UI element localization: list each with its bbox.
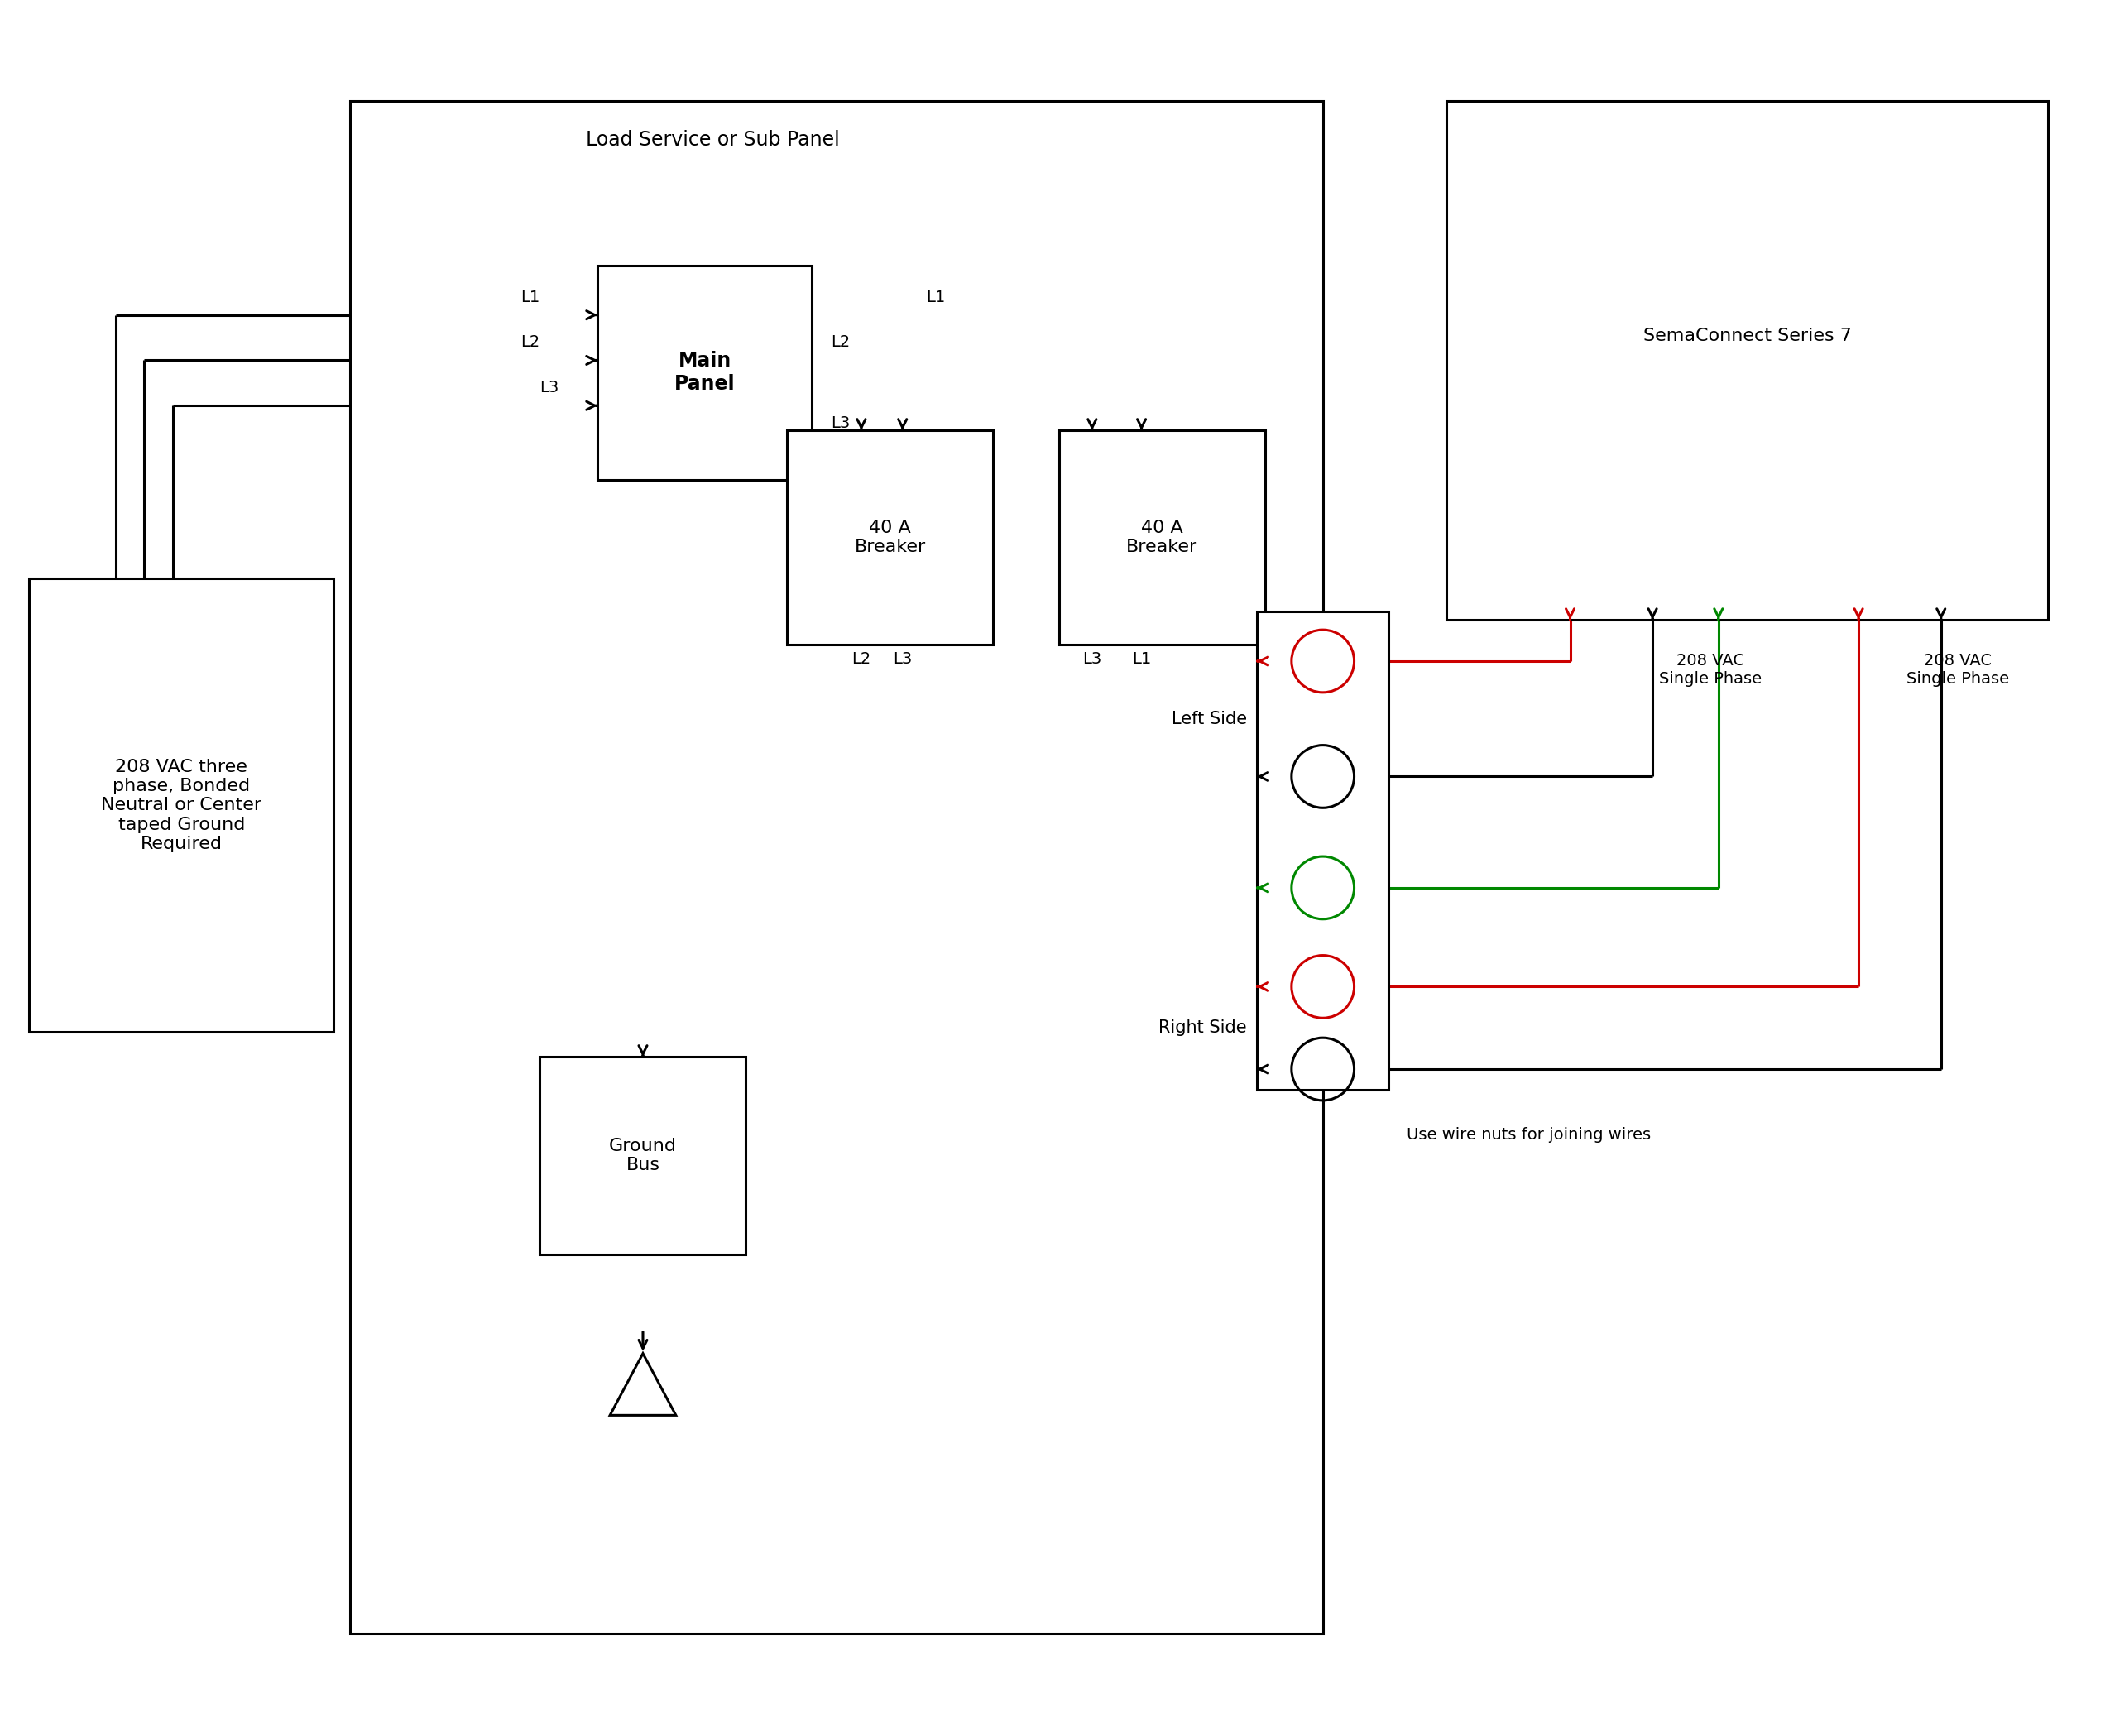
- Text: SemaConnect Series 7: SemaConnect Series 7: [1644, 328, 1850, 344]
- Bar: [1258, 611, 1388, 1090]
- Bar: [1447, 101, 2049, 620]
- Bar: [1059, 431, 1266, 644]
- Text: 208 VAC
Single Phase: 208 VAC Single Phase: [1905, 653, 2009, 687]
- Text: 40 A
Breaker: 40 A Breaker: [1127, 519, 1198, 556]
- Text: L2: L2: [521, 335, 540, 351]
- Text: Right Side: Right Side: [1158, 1019, 1247, 1036]
- Text: Use wire nuts for joining wires: Use wire nuts for joining wires: [1407, 1127, 1650, 1142]
- Text: L1: L1: [926, 290, 945, 306]
- Text: Main
Panel: Main Panel: [675, 351, 734, 394]
- Text: L2: L2: [831, 335, 850, 351]
- Text: 208 VAC three
phase, Bonded
Neutral or Center
taped Ground
Required: 208 VAC three phase, Bonded Neutral or C…: [101, 759, 262, 852]
- Text: L1: L1: [521, 290, 540, 306]
- Text: 40 A
Breaker: 40 A Breaker: [855, 519, 926, 556]
- Bar: [540, 1057, 747, 1255]
- Text: L1: L1: [1131, 651, 1152, 667]
- Text: L2: L2: [852, 651, 871, 667]
- Bar: [30, 578, 333, 1031]
- Text: Load Service or Sub Panel: Load Service or Sub Panel: [587, 130, 840, 149]
- Bar: [787, 431, 994, 644]
- Text: Ground
Bus: Ground Bus: [610, 1137, 677, 1174]
- Text: L3: L3: [831, 415, 850, 431]
- Text: L3: L3: [893, 651, 912, 667]
- Text: L3: L3: [540, 380, 559, 396]
- Bar: [597, 266, 812, 479]
- Text: L3: L3: [1082, 651, 1101, 667]
- Text: 208 VAC
Single Phase: 208 VAC Single Phase: [1658, 653, 1762, 687]
- Text: Left Side: Left Side: [1171, 710, 1247, 727]
- Bar: [350, 101, 1323, 1634]
